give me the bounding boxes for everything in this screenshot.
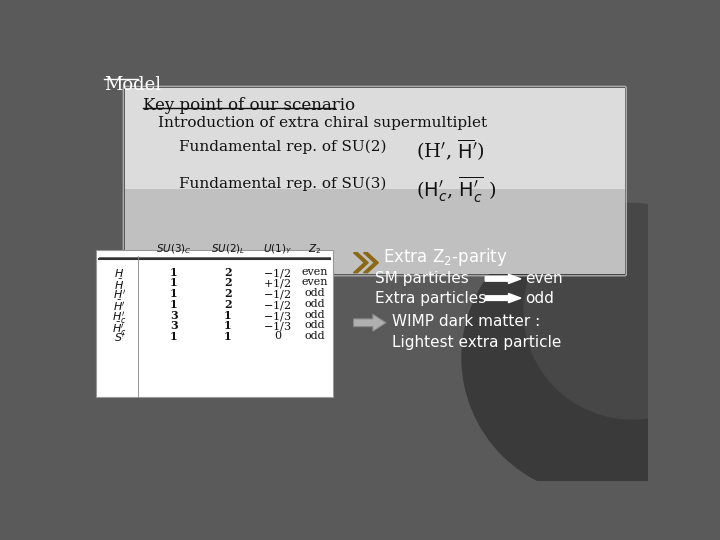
Text: 1: 1 — [224, 320, 232, 332]
Text: 1: 1 — [170, 331, 178, 342]
Polygon shape — [485, 274, 521, 284]
Text: 2: 2 — [224, 267, 232, 278]
Polygon shape — [364, 253, 378, 273]
Text: Extra Z$_2$-parity: Extra Z$_2$-parity — [383, 246, 508, 268]
Text: Fundamental rep. of SU(3): Fundamental rep. of SU(3) — [179, 177, 387, 191]
Polygon shape — [485, 294, 521, 303]
Text: odd: odd — [526, 291, 554, 306]
Text: $\bar{H}_c'$: $\bar{H}_c'$ — [112, 320, 127, 338]
Text: 3: 3 — [170, 309, 178, 321]
Text: $-$1/3: $-$1/3 — [264, 320, 292, 333]
Text: $Z_2$: $Z_2$ — [308, 242, 321, 256]
Text: Fundamental rep. of SU(2): Fundamental rep. of SU(2) — [179, 139, 387, 154]
Text: (H$'$, $\overline{\rm H}$$'$): (H$'$, $\overline{\rm H}$$'$) — [415, 137, 484, 163]
Text: 1: 1 — [170, 267, 178, 278]
Polygon shape — [354, 253, 368, 273]
Text: 1: 1 — [224, 331, 232, 342]
Text: $H_c'$: $H_c'$ — [112, 309, 127, 326]
Text: odd: odd — [305, 320, 325, 330]
Text: 3: 3 — [170, 320, 178, 332]
Text: 0: 0 — [274, 331, 281, 341]
Text: $H$: $H$ — [114, 267, 125, 279]
Text: WIMP dark matter :
Lightest extra particle: WIMP dark matter : Lightest extra partic… — [392, 314, 562, 350]
Text: (${\rm H}_c'$, $\overline{{\rm H}_c'}$ ): (${\rm H}_c'$, $\overline{{\rm H}_c'}$ ) — [415, 174, 495, 205]
FancyBboxPatch shape — [125, 88, 625, 191]
Text: $S'$: $S'$ — [114, 331, 125, 344]
Text: 1: 1 — [170, 299, 178, 310]
Text: Model: Model — [104, 76, 161, 94]
Text: SM particles: SM particles — [375, 272, 469, 286]
Text: 2: 2 — [224, 288, 232, 299]
Text: $-$1/2: $-$1/2 — [264, 267, 292, 280]
Text: $\bar{H}'$: $\bar{H}'$ — [113, 299, 126, 313]
Text: $-$1/2: $-$1/2 — [264, 288, 292, 301]
Text: $\bar{H}$: $\bar{H}$ — [114, 278, 125, 292]
Text: odd: odd — [305, 309, 325, 320]
Polygon shape — [354, 314, 386, 331]
Text: 1: 1 — [224, 309, 232, 321]
Text: $SU(3)_C$: $SU(3)_C$ — [156, 242, 192, 256]
Text: Extra particles: Extra particles — [375, 291, 487, 306]
Text: odd: odd — [305, 299, 325, 309]
Text: even: even — [302, 267, 328, 276]
Text: Key point of our scenario: Key point of our scenario — [143, 97, 355, 114]
Text: $H'$: $H'$ — [113, 288, 126, 301]
Text: 2: 2 — [224, 299, 232, 310]
Text: $-$1/3: $-$1/3 — [264, 309, 292, 323]
FancyBboxPatch shape — [125, 189, 625, 274]
Text: 1: 1 — [170, 278, 178, 288]
Text: $-$1/2: $-$1/2 — [264, 299, 292, 312]
Circle shape — [462, 219, 720, 496]
Text: 1: 1 — [170, 288, 178, 299]
Text: even: even — [302, 278, 328, 287]
Text: $+$1/2: $+$1/2 — [264, 278, 292, 291]
Text: odd: odd — [305, 331, 325, 341]
Text: odd: odd — [305, 288, 325, 298]
Text: even: even — [526, 272, 563, 286]
Text: 2: 2 — [224, 278, 232, 288]
Text: $U(1)_Y$: $U(1)_Y$ — [263, 242, 292, 256]
Circle shape — [524, 204, 720, 419]
FancyBboxPatch shape — [96, 249, 333, 397]
Text: $SU(2)_L$: $SU(2)_L$ — [211, 242, 246, 256]
Text: Introduction of extra chiral supermultiplet: Introduction of extra chiral supermultip… — [158, 116, 487, 130]
